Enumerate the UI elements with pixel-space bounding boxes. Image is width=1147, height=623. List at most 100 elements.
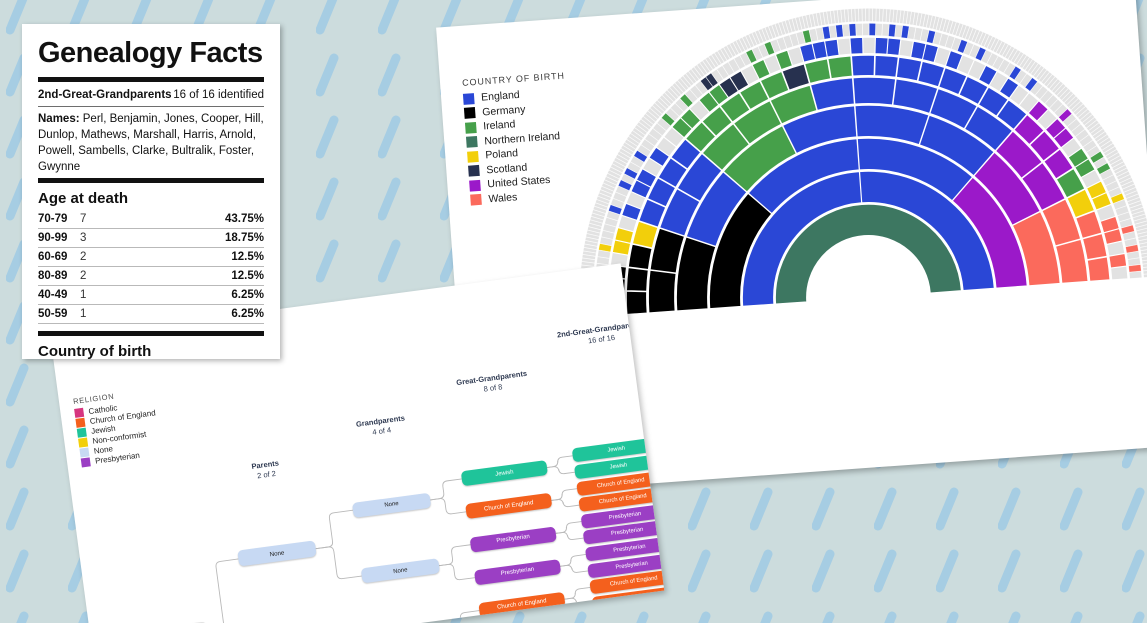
sunburst-segment[interactable] (889, 9, 895, 23)
sunburst-segment[interactable] (647, 227, 686, 275)
sunburst-segment[interactable] (1100, 140, 1114, 151)
sunburst-segment[interactable] (770, 39, 781, 53)
sunburst-segment[interactable] (608, 204, 623, 215)
sunburst-segment[interactable] (602, 223, 617, 234)
sunburst-segment[interactable] (612, 191, 627, 203)
sunburst-segment[interactable] (961, 25, 970, 40)
sunburst-segment[interactable] (1027, 61, 1039, 75)
sunburst-segment[interactable] (783, 34, 793, 49)
sunburst-segment[interactable] (977, 31, 987, 46)
sunburst-segment[interactable] (847, 8, 853, 23)
sunburst-segment[interactable] (722, 61, 735, 76)
sunburst-segment[interactable] (775, 22, 783, 37)
sunburst-segment[interactable] (1127, 197, 1141, 205)
sunburst-segment[interactable] (1142, 266, 1147, 271)
sunburst-segment[interactable] (757, 43, 769, 58)
sunburst-segment[interactable] (882, 8, 888, 23)
sunburst-segment[interactable] (661, 92, 674, 105)
sunburst-segment[interactable] (585, 236, 599, 244)
sunburst-segment[interactable] (1016, 53, 1027, 67)
sunburst-segment[interactable] (983, 34, 993, 49)
sunburst-segment[interactable] (1071, 123, 1085, 137)
sunburst-segment[interactable] (1030, 81, 1044, 96)
sunburst-segment[interactable] (1038, 69, 1050, 83)
sunburst-segment[interactable] (617, 151, 631, 162)
sunburst-segment[interactable] (764, 41, 775, 56)
genealogy-facts-card[interactable]: Genealogy Facts 2nd-Great-Grandparents 1… (22, 24, 280, 359)
sunburst-segment[interactable] (711, 52, 722, 67)
sunburst-segment[interactable] (648, 128, 663, 142)
sunburst-segment[interactable] (1001, 44, 1012, 58)
sunburst-segment[interactable] (604, 176, 618, 186)
sunburst-segment[interactable] (677, 78, 689, 91)
sunburst-segment[interactable] (1132, 214, 1147, 222)
sunburst-segment[interactable] (1096, 134, 1110, 145)
sunburst-segment[interactable] (618, 179, 633, 191)
sunburst-segment[interactable] (1122, 184, 1136, 193)
sunburst-segment[interactable] (902, 10, 909, 25)
sunburst-segment[interactable] (1123, 187, 1138, 196)
sunburst-segment[interactable] (1102, 174, 1117, 186)
sunburst-segment[interactable] (664, 90, 677, 103)
sunburst-segment[interactable] (1041, 72, 1053, 85)
sunburst-segment[interactable] (808, 28, 818, 42)
sunburst-segment[interactable] (837, 9, 843, 24)
sunburst-segment[interactable] (964, 26, 974, 41)
sunburst-segment[interactable] (596, 195, 611, 204)
sunburst-segment[interactable] (666, 87, 679, 100)
sunburst-segment[interactable] (1129, 271, 1142, 279)
sunburst-segment[interactable] (1056, 85, 1069, 99)
sunburst-segment[interactable] (695, 80, 708, 95)
sunburst-segment[interactable] (620, 145, 634, 156)
sunburst-segment[interactable] (1054, 83, 1066, 96)
sunburst-segment[interactable] (1136, 227, 1147, 235)
sunburst-segment[interactable] (661, 112, 675, 127)
sunburst-segment[interactable] (856, 131, 974, 207)
sunburst-segment[interactable] (1079, 111, 1093, 123)
sunburst-segment[interactable] (989, 37, 1000, 52)
sunburst-segment[interactable] (588, 222, 602, 230)
sunburst-segment[interactable] (1041, 198, 1082, 247)
sunburst-segment[interactable] (1110, 193, 1125, 204)
sunburst-segment[interactable] (1113, 164, 1128, 174)
sunburst-segment[interactable] (1110, 158, 1124, 168)
sunburst-segment[interactable] (634, 124, 648, 136)
sunburst-segment[interactable] (627, 243, 654, 271)
sunburst-segment[interactable] (1092, 128, 1106, 140)
sunburst-segment[interactable] (798, 15, 806, 30)
sunburst-segment[interactable] (918, 111, 996, 179)
sunburst-segment[interactable] (1117, 211, 1131, 222)
sunburst-segment[interactable] (1129, 203, 1144, 212)
sunburst-segment[interactable] (705, 56, 716, 70)
sunburst-segment[interactable] (620, 173, 635, 185)
sunburst-segment[interactable] (942, 18, 950, 33)
sunburst-segment[interactable] (585, 233, 600, 241)
sunburst-segment[interactable] (926, 30, 937, 44)
sunburst-segment[interactable] (1135, 224, 1147, 231)
sunburst-segment[interactable] (1134, 220, 1147, 228)
sunburst-segment[interactable] (632, 127, 646, 139)
sunburst-segment[interactable] (1082, 233, 1108, 260)
sunburst-segment[interactable] (680, 75, 692, 89)
sunburst-segment[interactable] (593, 205, 607, 214)
sunburst-segment[interactable] (640, 139, 655, 152)
sunburst-segment[interactable] (1046, 76, 1058, 89)
sunburst-segment[interactable] (659, 95, 672, 108)
sunburst-segment[interactable] (1124, 237, 1138, 247)
sunburst-segment[interactable] (1119, 218, 1133, 229)
sunburst-segment[interactable] (1090, 125, 1104, 137)
sunburst-segment[interactable] (608, 166, 623, 176)
sunburst-segment[interactable] (679, 93, 694, 108)
sunburst-segment[interactable] (1099, 168, 1114, 181)
sunburst-segment[interactable] (582, 254, 596, 261)
sunburst-segment[interactable] (826, 10, 832, 25)
sunburst-segment[interactable] (701, 106, 733, 137)
sunburst-segment[interactable] (670, 103, 684, 117)
sunburst-segment[interactable] (1122, 231, 1137, 241)
sunburst-segment[interactable] (935, 17, 943, 31)
sunburst-segment[interactable] (1012, 211, 1061, 287)
sunburst-segment[interactable] (932, 16, 940, 30)
sunburst-segment[interactable] (998, 42, 1009, 57)
sunburst-segment[interactable] (605, 173, 620, 183)
sunburst-segment[interactable] (652, 102, 665, 115)
